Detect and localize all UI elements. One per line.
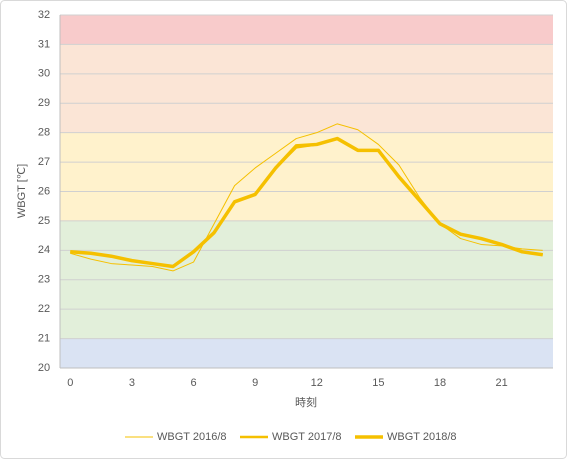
y-tick-label: 29 [38, 97, 50, 109]
y-tick-label: 32 [38, 9, 50, 21]
x-tick-label: 6 [190, 377, 196, 389]
legend-label: WBGT 2016/8 [157, 431, 227, 443]
y-tick-label: 31 [38, 38, 50, 50]
legend-label: WBGT 2017/8 [272, 431, 342, 443]
y-tick-label: 27 [38, 156, 50, 168]
y-tick-label: 24 [38, 244, 50, 256]
band [60, 338, 553, 368]
y-tick-label: 25 [38, 215, 50, 227]
x-tick-label: 3 [129, 377, 135, 389]
x-axis-label: 時刻 [295, 395, 317, 409]
x-tick-label: 0 [67, 377, 73, 389]
x-tick-label: 15 [372, 377, 384, 389]
x-tick-label: 12 [311, 377, 323, 389]
band [60, 132, 553, 221]
y-tick-label: 28 [38, 127, 50, 139]
y-tick-label: 26 [38, 185, 50, 197]
y-tick-label: 22 [38, 303, 50, 315]
y-tick-label: 21 [38, 332, 50, 344]
band [60, 15, 553, 45]
y-tick-label: 30 [38, 68, 50, 80]
legend-label: WBGT 2018/8 [387, 431, 457, 443]
y-axis-label: WBGT [℃] [16, 164, 28, 218]
x-tick-label: 18 [434, 377, 446, 389]
band [60, 44, 553, 133]
x-tick-label: 21 [496, 377, 508, 389]
y-tick-label: 23 [38, 274, 50, 286]
series-line [70, 136, 543, 269]
x-tick-label: 9 [252, 377, 258, 389]
y-tick-label: 20 [38, 362, 50, 374]
series-line [70, 123, 543, 272]
